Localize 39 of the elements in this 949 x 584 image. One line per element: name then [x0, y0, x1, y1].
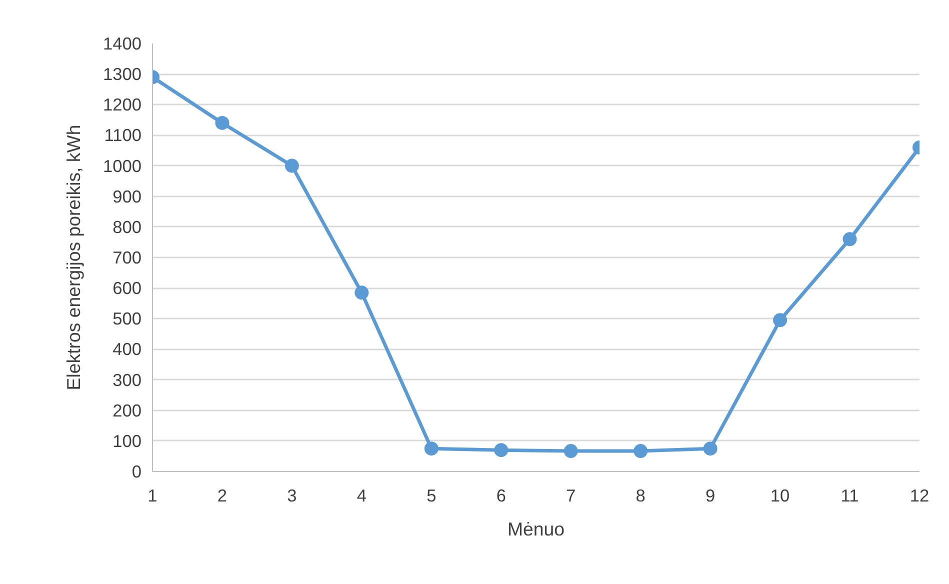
y-tick-label: 900 [112, 186, 142, 206]
y-tick-label: 1300 [102, 64, 142, 84]
y-tick-label: 100 [112, 430, 142, 451]
x-tick-label: 12 [910, 486, 930, 506]
y-tick-label: 200 [112, 400, 142, 420]
y-tick-label: 1200 [102, 94, 142, 115]
x-tick-label: 1 [148, 486, 158, 506]
x-tick-label: 11 [840, 486, 859, 506]
y-tick-label: 400 [112, 339, 142, 360]
x-tick-label: 10 [770, 486, 790, 506]
x-tick-label: 9 [706, 486, 716, 506]
point [494, 443, 508, 458]
point [564, 444, 578, 458]
y-tick-label: 800 [112, 216, 142, 237]
point [773, 313, 788, 328]
point [354, 286, 369, 300]
x-tick-label: 4 [356, 486, 367, 506]
y-tick-label: 1000 [102, 156, 142, 176]
point [284, 158, 299, 173]
y-tick-label: 600 [112, 278, 142, 298]
x-tick-label: 2 [217, 486, 228, 506]
x-tick-label: 8 [636, 486, 646, 506]
point [634, 444, 648, 458]
x-tick-label: 7 [566, 486, 576, 506]
y-tick-label: 1100 [104, 125, 142, 146]
y-axis-title: Elektros energijos poreikis, kWh [62, 124, 84, 390]
y-tick-label: 700 [112, 248, 142, 268]
point [424, 442, 438, 456]
y-tick-label: 300 [112, 370, 142, 390]
point [703, 442, 718, 456]
point [215, 116, 230, 130]
y-tick-label: 0 [132, 462, 142, 482]
x-axis-title: Mėnuo [507, 518, 565, 540]
y-tick-label: 500 [112, 308, 142, 329]
y-tick-label: 1400 [102, 34, 142, 54]
x-tick-label: 6 [496, 486, 506, 506]
x-tick-label: 3 [287, 486, 297, 506]
x-tick-label: 5 [426, 486, 436, 506]
point [842, 232, 857, 246]
